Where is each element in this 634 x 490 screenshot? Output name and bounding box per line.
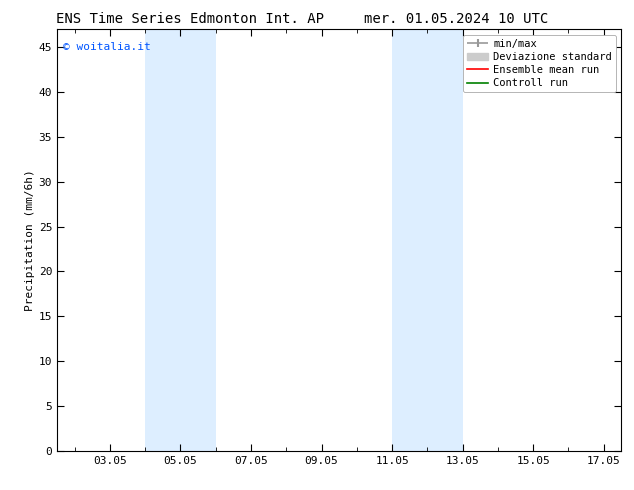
Legend: min/max, Deviazione standard, Ensemble mean run, Controll run: min/max, Deviazione standard, Ensemble m… (463, 35, 616, 92)
Text: © woitalia.it: © woitalia.it (63, 42, 150, 52)
Bar (145, 29, 216, 451)
Text: ENS Time Series Edmonton Int. AP: ENS Time Series Edmonton Int. AP (56, 12, 324, 26)
Y-axis label: Precipitation (mm/6h): Precipitation (mm/6h) (25, 169, 34, 311)
Bar (392, 29, 463, 451)
Text: mer. 01.05.2024 10 UTC: mer. 01.05.2024 10 UTC (365, 12, 548, 26)
